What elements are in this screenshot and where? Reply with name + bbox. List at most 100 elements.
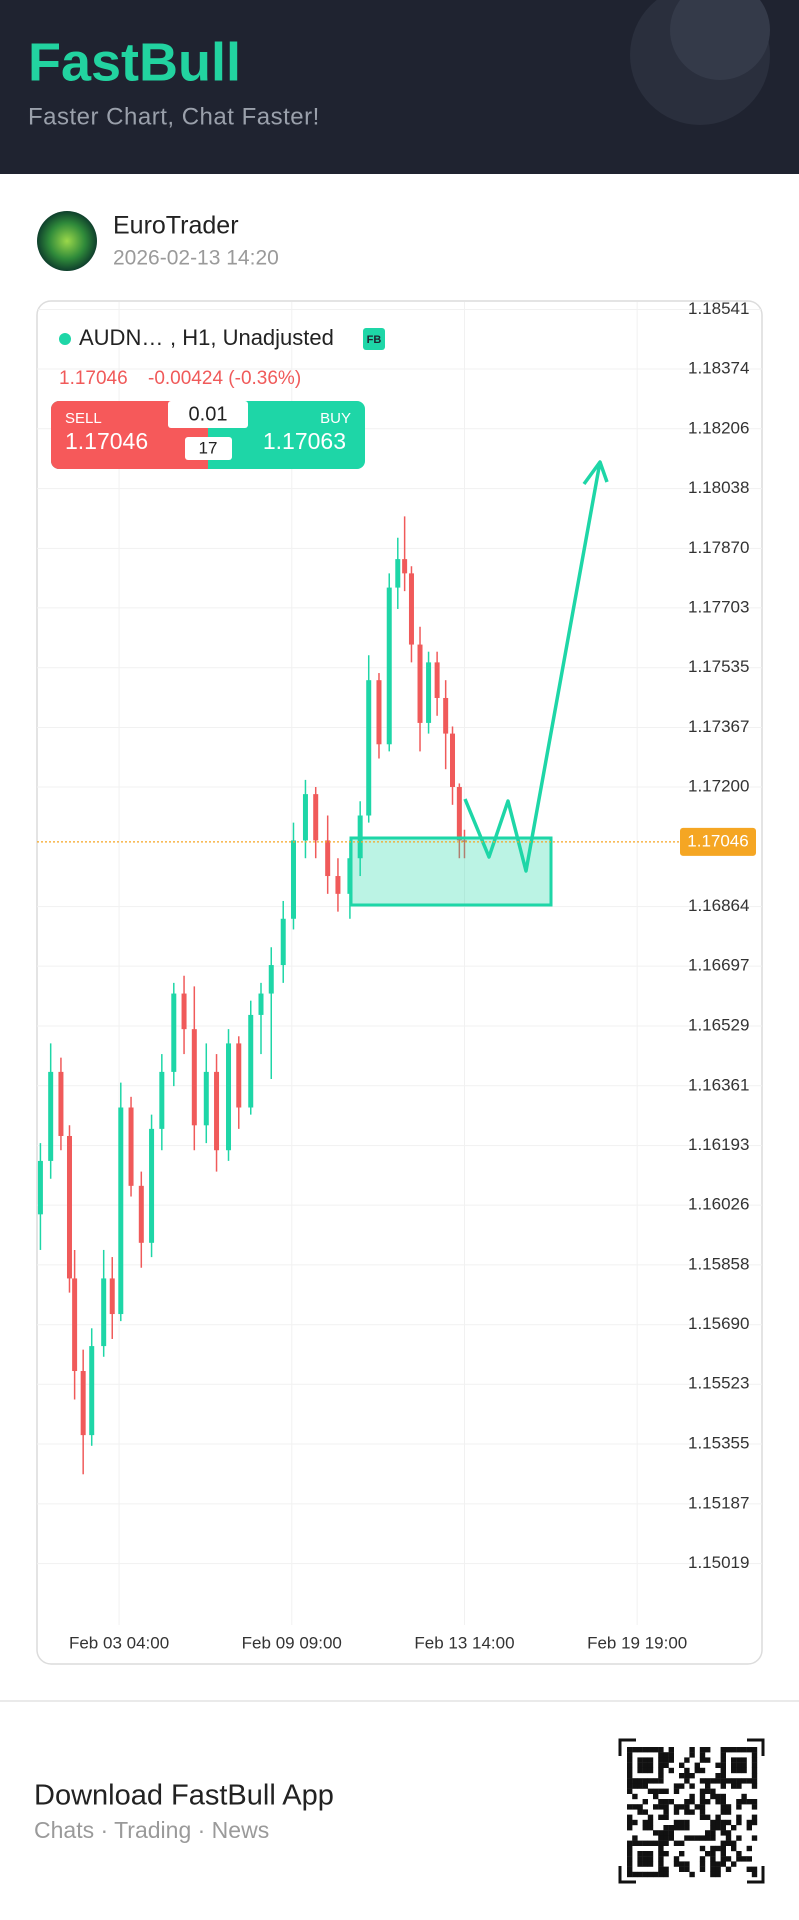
qr-module: [699, 1793, 706, 1800]
qr-module: [658, 1799, 664, 1805]
qr-module: [684, 1778, 690, 1784]
y-tick-label: 1.17535: [688, 657, 749, 676]
qr-module: [642, 1861, 648, 1867]
last-price-label: 1.17046: [687, 831, 748, 850]
candle-body: [149, 1128, 155, 1243]
y-tick-label: 1.15019: [688, 1553, 749, 1572]
qr-module: [637, 1778, 643, 1784]
qr-module: [679, 1819, 685, 1826]
qr-code: [627, 1747, 758, 1878]
qr-module: [679, 1783, 685, 1789]
y-tick-label: 1.16361: [688, 1075, 749, 1094]
candle-body: [203, 1071, 209, 1126]
qr-module: [715, 1773, 721, 1779]
qr-module: [751, 1757, 758, 1763]
buy-label: BUY: [320, 410, 351, 427]
candle-body: [366, 680, 372, 816]
qr-module: [673, 1804, 680, 1810]
y-tick-label: 1.16193: [688, 1135, 749, 1154]
qr-module: [736, 1851, 742, 1857]
path-drawing: [463, 461, 602, 873]
qr-module: [658, 1840, 664, 1846]
qr-module: [679, 1866, 685, 1872]
qr-module: [627, 1788, 633, 1794]
qr-module: [710, 1830, 716, 1836]
qr-module: [751, 1814, 758, 1820]
qr-module: [632, 1778, 638, 1784]
qr-module: [663, 1840, 669, 1846]
candle-body: [402, 559, 408, 574]
qr-module: [720, 1783, 726, 1789]
lot: 0.01: [189, 403, 228, 425]
y-tick-label: 1.18541: [688, 299, 749, 318]
qr-module: [710, 1871, 716, 1878]
qr-module: [647, 1814, 654, 1820]
candle-body: [89, 1346, 95, 1436]
x-tick-label: Feb 09 09:00: [242, 1633, 342, 1652]
qr-module: [694, 1835, 700, 1841]
qr-module: [720, 1747, 726, 1753]
y-tick-label: 1.17870: [688, 538, 749, 557]
qr-module: [663, 1871, 669, 1878]
plot: [37, 516, 467, 1475]
qr-module: [710, 1819, 716, 1826]
qr-module: [715, 1861, 721, 1867]
qr-module: [632, 1747, 638, 1753]
qr-module: [741, 1856, 747, 1862]
candle-body: [236, 1043, 242, 1108]
arrow-head: [582, 460, 609, 486]
qr-module: [642, 1871, 648, 1878]
qr-module: [689, 1783, 695, 1789]
candle-body: [37, 1160, 43, 1215]
qr-module: [673, 1856, 680, 1862]
candle-body: [280, 918, 286, 966]
qr-module: [658, 1830, 664, 1836]
lot-box[interactable]: [168, 401, 248, 428]
qr-module: [668, 1747, 674, 1753]
qr-module: [741, 1767, 747, 1774]
qr-module: [627, 1871, 633, 1878]
qr-module: [736, 1757, 742, 1763]
qr-module: [699, 1861, 706, 1867]
qr-module: [658, 1757, 664, 1763]
candle-body: [128, 1107, 134, 1186]
qr-module: [736, 1804, 742, 1810]
qr-module: [720, 1845, 726, 1852]
qr-module: [746, 1825, 752, 1831]
qr-module: [736, 1799, 742, 1805]
qr-module: [663, 1814, 669, 1820]
qr-module: [627, 1825, 633, 1831]
footer-subtitle: Chats · Trading · News: [34, 1817, 269, 1843]
qr-module: [668, 1767, 674, 1774]
candle-body: [376, 680, 382, 745]
qr-module: [647, 1861, 654, 1867]
qr-module: [673, 1819, 680, 1826]
candle-body: [181, 993, 187, 1030]
y-tick-label: 1.15858: [688, 1254, 749, 1273]
qr-module: [705, 1835, 711, 1841]
candle-body: [268, 965, 274, 994]
qr-module: [689, 1793, 695, 1800]
qr-module: [637, 1762, 643, 1768]
qr-module: [720, 1825, 726, 1831]
candle-body: [171, 993, 177, 1072]
qr-module: [632, 1835, 638, 1841]
qr-module: [746, 1747, 752, 1753]
y-tick-label: 1.16026: [688, 1195, 749, 1214]
qr-module: [731, 1757, 737, 1763]
qr-module: [627, 1757, 633, 1763]
candle-body: [48, 1071, 54, 1161]
qr-module: [647, 1856, 654, 1862]
qr-module: [699, 1809, 706, 1815]
qr-module: [658, 1788, 664, 1794]
qr-module: [699, 1767, 706, 1774]
qr-module: [627, 1752, 633, 1758]
x-tick-label: Feb 03 04:00: [69, 1633, 169, 1652]
y-tick-label: 1.16864: [688, 896, 749, 915]
candle-body: [313, 794, 319, 841]
qr-module: [751, 1752, 758, 1758]
qr-module: [736, 1856, 742, 1862]
last-price-tag: [680, 827, 756, 856]
qr-module: [679, 1851, 685, 1857]
qr-module: [751, 1767, 758, 1774]
